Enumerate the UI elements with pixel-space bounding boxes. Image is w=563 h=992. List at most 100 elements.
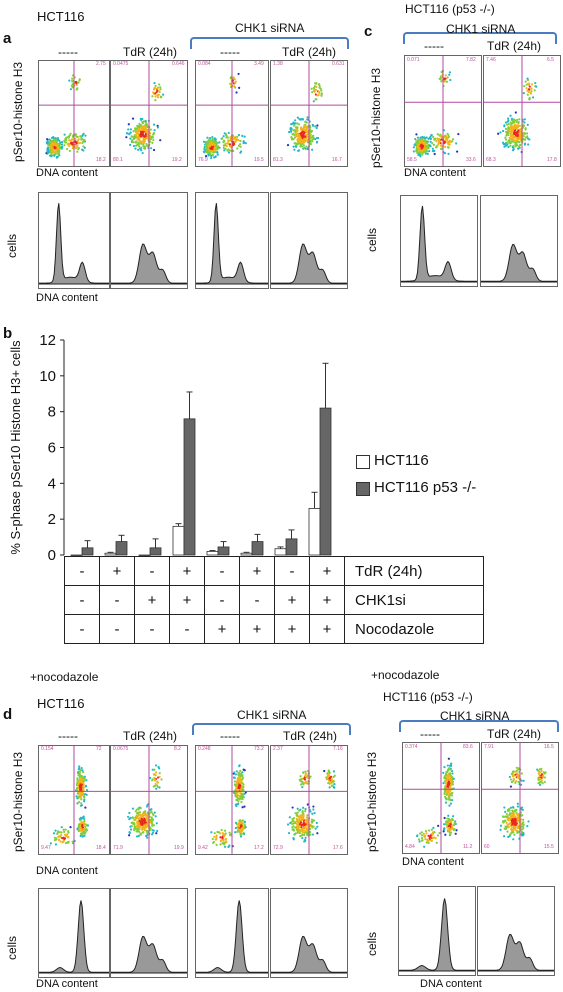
panel-c-hist-ylabel: cells (365, 227, 379, 252)
panel-a-histogram-4 (270, 192, 348, 289)
quad-value: 73.2 (254, 746, 264, 752)
panel-d2-flow-xlabel: DNA content (402, 856, 464, 868)
table-cell: + (274, 614, 310, 644)
quad-value: 16.7 (332, 157, 342, 163)
bar (104, 552, 117, 556)
histogram-area (196, 203, 268, 285)
table-cell: + (309, 556, 345, 586)
panel-d-flow-plot-1 (38, 745, 110, 855)
table-cell: - (204, 585, 240, 615)
panel-c-flow-ylabel: pSer10-histone H3 (369, 67, 383, 168)
quad-value: 72 (96, 746, 102, 752)
table-row: - - - - + + + + Nocodazole (64, 614, 484, 644)
quad-value: 9.47 (41, 845, 51, 851)
quad-value: 18.4 (96, 845, 106, 851)
bar (319, 407, 332, 556)
panel-d2-hist-ylabel: cells (365, 931, 379, 956)
bar (274, 548, 287, 556)
flow-dots (49, 765, 90, 846)
flow-dots (499, 766, 547, 841)
panel-a-histogram-3 (195, 192, 269, 289)
quad-value: 1.38 (273, 61, 283, 67)
y-tick-label: 4 (48, 475, 56, 492)
quad-value: 15.5 (544, 844, 554, 850)
histogram-area (401, 205, 477, 283)
table-cell: - (239, 585, 275, 615)
panel-d2-flow-plot-1 (402, 742, 480, 854)
panel-c-sirna-bracket (403, 32, 557, 44)
panel-c-flow-xlabel: DNA content (404, 167, 466, 179)
table-cell: - (99, 614, 135, 644)
y-tick-label: 12 (39, 332, 56, 349)
histogram-area (196, 900, 268, 974)
panel-d-histogram-4 (270, 888, 348, 978)
panel-d-col-label-3: ----- (220, 729, 240, 743)
table-cell: - (134, 556, 170, 586)
quad-value: 2.75 (96, 61, 106, 67)
panel-d2-sirna-label: CHK1 siRNA (440, 709, 510, 723)
y-tick-label: 10 (39, 368, 56, 385)
quad-value: 7.16 (333, 746, 343, 752)
bar (251, 541, 264, 556)
quad-value: 76.9 (198, 157, 208, 163)
table-cell: + (169, 556, 205, 586)
bar (149, 547, 162, 556)
panel-a-flow-plot-4 (270, 60, 348, 167)
panel-a-hist-ylabel: cells (5, 233, 19, 258)
table-cell: + (134, 585, 170, 615)
panel-d2-col-label-2: TdR (24h) (487, 727, 542, 741)
bar (206, 551, 219, 556)
quad-value: 16.5 (544, 744, 554, 750)
panel-c-cell-line: HCT116 (p53 -/-) (405, 2, 495, 16)
y-tick-label: 8 (48, 404, 56, 421)
table-cell: + (309, 614, 345, 644)
histogram-area (39, 900, 109, 974)
panel-c-sirna-label: CHK1 siRNA (446, 22, 516, 36)
bar (183, 418, 196, 556)
quad-value: 3.49 (254, 61, 264, 67)
quad-value: 60 (484, 844, 490, 850)
bar-chart: 0 2 4 6 8 10 12 % S-phase pSer10 Histone H3+ ce… (8, 332, 332, 562)
flow-dots (126, 764, 163, 839)
panel-d-treatment: +nocodazole (30, 670, 99, 684)
panel-d-col-label-4: TdR (24h) (283, 729, 338, 743)
panel-a-hist-xlabel: DNA content (36, 292, 98, 304)
panel-d-flow-plot-3 (195, 745, 269, 855)
quad-value: 4.84 (405, 844, 415, 850)
bar (217, 546, 230, 556)
panel-d-hist-xlabel: DNA content (36, 978, 98, 990)
table-cell: - (169, 614, 205, 644)
panel-a-histogram-2 (110, 192, 188, 289)
table-cell: - (64, 556, 100, 586)
quad-value: 0.084 (198, 61, 211, 67)
panel-a-flow-ylabel: pSer10-histone H3 (11, 61, 25, 162)
quad-value: 68.3 (486, 157, 496, 163)
table-cell: + (309, 585, 345, 615)
quad-value: 80.1 (113, 157, 123, 163)
panel-a-col-label-1: ----- (58, 45, 78, 59)
panel-d-flow-xlabel: DNA content (36, 865, 98, 877)
quad-value: 0.631 (332, 61, 345, 67)
table-cell: + (239, 614, 275, 644)
histogram-area (271, 935, 347, 974)
flow-dots (125, 81, 165, 155)
quad-value: 0.0475 (113, 61, 129, 67)
y-tick-label: 0 (48, 547, 56, 562)
quad-value: 7.91 (484, 744, 494, 750)
panel-d-histogram-3 (195, 888, 269, 978)
quad-value: 9.42 (198, 845, 208, 851)
bar (308, 508, 321, 556)
table-cell: - (204, 556, 240, 586)
panel-c-col-label-1: ----- (424, 39, 444, 53)
histogram-area (39, 203, 109, 285)
flow-dots (416, 757, 458, 848)
legend-swatch-hct116 (356, 455, 370, 469)
table-row: - + - + - + - + TdR (24h) (64, 556, 484, 586)
quad-value: 17.6 (333, 845, 343, 851)
bar (285, 538, 298, 556)
panel-d2-histogram-1 (398, 886, 476, 976)
table-cell: + (204, 614, 240, 644)
quad-value: 17.8 (547, 157, 557, 163)
quad-value: 18.2 (96, 157, 106, 163)
panel-d-sirna-bracket (192, 723, 351, 735)
